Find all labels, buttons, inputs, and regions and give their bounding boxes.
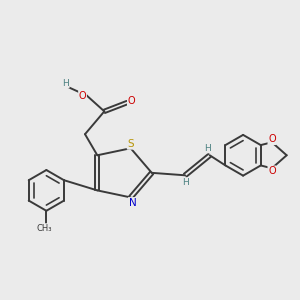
Text: H: H: [182, 178, 188, 187]
Text: O: O: [79, 91, 86, 100]
Text: O: O: [268, 134, 276, 145]
Text: S: S: [128, 139, 134, 149]
Text: H: H: [205, 144, 211, 153]
Text: O: O: [128, 96, 135, 106]
Text: CH₃: CH₃: [37, 224, 52, 233]
Text: H: H: [62, 79, 69, 88]
Text: O: O: [268, 166, 276, 176]
Text: N: N: [129, 198, 136, 208]
